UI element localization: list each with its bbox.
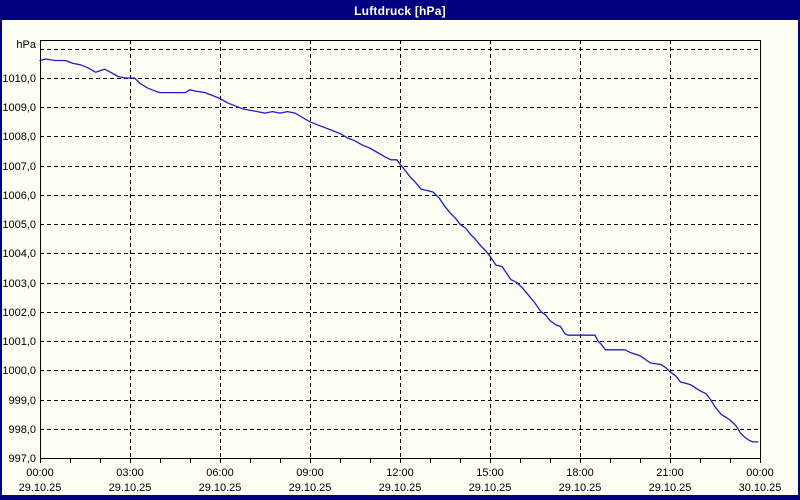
- x-tick-time-label: 21:00: [656, 467, 684, 479]
- window-title: Luftdruck [hPa]: [354, 4, 446, 18]
- x-tick-time-label: 00:00: [26, 467, 54, 479]
- x-tick-date-label: 29.10.25: [649, 482, 692, 494]
- x-tick-time-label: 09:00: [296, 467, 324, 479]
- y-tick-label: 1009,0: [2, 102, 36, 114]
- x-tick-time-label: 18:00: [566, 467, 594, 479]
- plot-border: [40, 40, 761, 459]
- title-bar[interactable]: Luftdruck [hPa]: [2, 2, 798, 20]
- x-tick-time-label: 15:00: [476, 467, 504, 479]
- x-tick-date-label: 29.10.25: [469, 482, 512, 494]
- x-tick-date-label: 29.10.25: [379, 482, 422, 494]
- y-tick-label: 1008,0: [2, 131, 36, 143]
- x-tick-time-label: 03:00: [116, 467, 144, 479]
- y-tick-label: 1007,0: [2, 161, 36, 173]
- y-tick-label: 1010,0: [2, 73, 36, 85]
- x-tick-date-label: 29.10.25: [199, 482, 242, 494]
- x-tick-date-label: 30.10.25: [739, 482, 782, 494]
- pressure-chart-canvas: hPa 997,0 998,0 999,0 1000,0 1001,0 1002,0 100…: [2, 39, 782, 494]
- x-tick-time-label: 00:00: [746, 467, 774, 479]
- y-tick-label: 1001,0: [2, 336, 36, 348]
- y-tick-label: 1003,0: [2, 278, 36, 290]
- y-tick-label: 1000,0: [2, 365, 36, 377]
- y-tick-label: 1005,0: [2, 219, 36, 231]
- y-axis-unit-label: hPa: [16, 39, 36, 51]
- pressure-line: [39, 58, 759, 443]
- y-tick-label: 1002,0: [2, 307, 36, 319]
- x-tick-date-label: 29.10.25: [109, 482, 152, 494]
- x-tick-date-label: 29.10.25: [289, 482, 332, 494]
- y-tick-label: 998,0: [8, 424, 36, 436]
- y-tick-label: 1006,0: [2, 190, 36, 202]
- y-tick-label: 1004,0: [2, 248, 36, 260]
- y-tick-label: 999,0: [8, 395, 36, 407]
- y-tick-label: 997,0: [8, 453, 36, 465]
- x-tick-time-label: 06:00: [206, 467, 234, 479]
- x-tick-date-label: 29.10.25: [19, 482, 62, 494]
- x-tick-date-label: 29.10.25: [559, 482, 602, 494]
- x-tick-time-label: 12:00: [386, 467, 414, 479]
